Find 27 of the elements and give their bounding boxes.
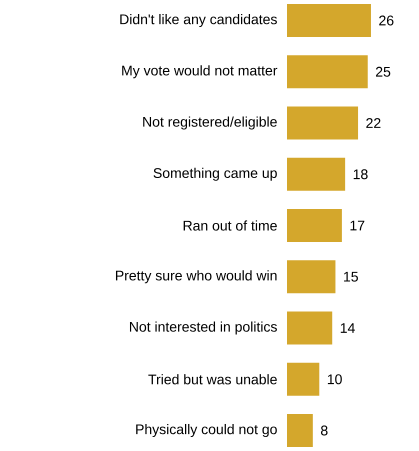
data-label: 8: [320, 426, 328, 436]
data-label: 10: [328, 374, 342, 384]
data-label: 26: [379, 16, 394, 26]
bar: [286, 158, 346, 191]
data-label: 22: [366, 118, 380, 128]
data-label: 17: [350, 220, 364, 230]
bar: [286, 4, 371, 38]
y-tick-label: Pretty sure who would win: [116, 270, 277, 284]
bar: [286, 362, 320, 396]
bar: [286, 414, 313, 447]
y-tick-label: Not interested in politics: [130, 321, 277, 335]
bar: [286, 55, 368, 88]
data-label: 15: [344, 272, 358, 282]
bar: [286, 106, 358, 140]
bar: [286, 312, 332, 345]
y-tick-label: Physically could not go: [136, 424, 277, 438]
y-tick-label: Didn't like any candidates: [120, 14, 277, 28]
y-tick-label: Ran out of time: [184, 220, 277, 231]
y-tick-label: Tried but was unable: [148, 374, 277, 384]
data-label: 25: [376, 66, 390, 77]
bar: [286, 260, 336, 294]
data-label: 14: [340, 323, 355, 333]
data-label: 18: [354, 169, 368, 180]
y-tick-label: Something came up: [154, 168, 277, 181]
y-tick-label: My vote would not matter: [122, 65, 278, 78]
y-tick-label: Not registered/eligible: [143, 116, 277, 130]
bar: [286, 209, 342, 242]
